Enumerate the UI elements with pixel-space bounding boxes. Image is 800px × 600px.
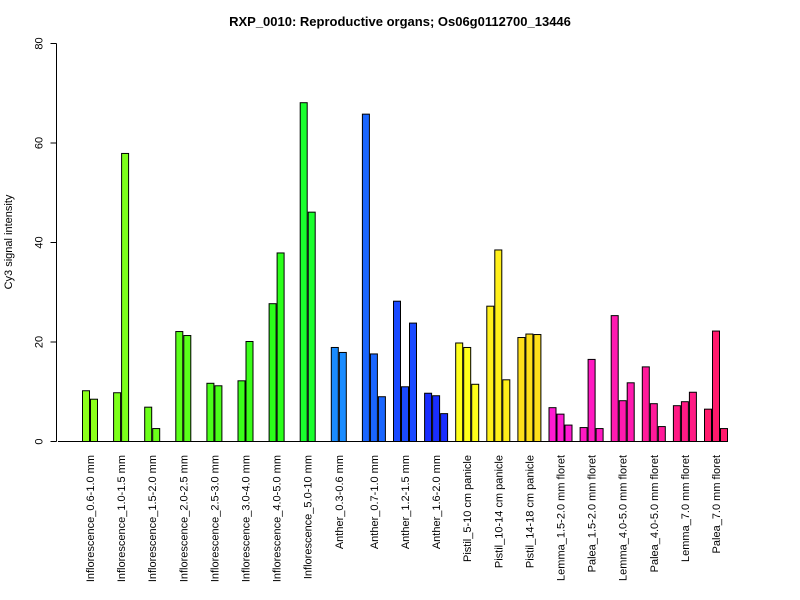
bar [409, 322, 417, 442]
bar [144, 406, 153, 442]
y-tick-label: 60 [34, 137, 46, 149]
x-tick-label: Palea_4.0-5.0 mm floret [649, 455, 661, 572]
bar [377, 396, 386, 443]
bar [533, 334, 542, 443]
x-tick-label: Anther_0.3-0.6 mm [334, 455, 346, 549]
bar [245, 341, 254, 442]
bar [657, 426, 666, 443]
bar [486, 305, 495, 442]
bar [587, 358, 596, 443]
bar [626, 382, 635, 443]
x-tick-label: Anther_1.2-1.5 mm [400, 455, 412, 549]
x-axis-labels: Inflorescence_0.6-1.0 mm Inflorescence_1.… [85, 455, 723, 582]
bar [183, 335, 192, 442]
bar [556, 413, 565, 443]
x-tick-label: Anther_1.6-2.0 mm [431, 455, 443, 549]
bar [214, 385, 223, 442]
bar [548, 407, 557, 443]
bar [175, 331, 184, 442]
bar [564, 424, 573, 442]
x-tick-label: Inflorescence_1.5-2.0 mm [147, 455, 159, 582]
bar [237, 380, 246, 442]
bar [424, 392, 433, 442]
bar [502, 379, 511, 442]
bar [90, 398, 98, 442]
bar [712, 330, 720, 442]
x-tick-label: Pistil_10-14 cm panicle [493, 455, 505, 568]
bar [307, 211, 316, 442]
bar [610, 315, 619, 443]
bar [649, 403, 658, 443]
bar [206, 382, 215, 443]
bars-group [82, 102, 728, 443]
bar [393, 300, 401, 442]
y-axis-label: Cy3 signal intensity [3, 194, 15, 289]
bar [517, 337, 526, 442]
bar [330, 346, 339, 442]
bar [369, 353, 378, 442]
bar [720, 428, 728, 443]
x-tick-label: Anther_0.7-1.0 mm [369, 455, 381, 549]
y-tick-label: 20 [34, 336, 46, 348]
bar [268, 303, 277, 442]
x-tick-label: Inflorescence_2.5-3.0 mm [209, 455, 221, 582]
bar [401, 386, 409, 442]
x-tick-label: Pistil_14-18 cm panicle [524, 455, 536, 568]
bar [440, 413, 449, 443]
bar [432, 395, 441, 443]
bar [299, 102, 308, 442]
bar [494, 249, 503, 442]
x-tick-label: Inflorescence_1.0-1.5 mm [116, 455, 128, 582]
bar [641, 366, 650, 442]
bar [704, 408, 712, 443]
bar [82, 390, 90, 443]
x-tick-label: Palea_1.5-2.0 mm floret [587, 455, 599, 572]
bar [688, 391, 697, 442]
bar [463, 346, 472, 442]
x-tick-label: Palea_7.0 mm floret [711, 455, 723, 553]
bar [113, 392, 122, 442]
y-tick-label: 80 [34, 37, 46, 49]
chart-title: RXP_0010: Reproductive organs; Os06g0112… [229, 14, 571, 29]
bar [121, 152, 130, 442]
bar [680, 401, 689, 443]
x-tick-label: Pistil_5-10 cm panicle [462, 455, 474, 562]
y-tick-label: 40 [34, 236, 46, 248]
x-tick-label: Inflorescence_4.0-5.0 mm [272, 455, 284, 582]
bar [672, 405, 681, 442]
x-tick-label: Lemma_7.0 mm floret [680, 455, 692, 562]
bar [152, 428, 161, 443]
bar [579, 427, 588, 443]
bar [471, 383, 480, 443]
bar [338, 351, 347, 443]
x-tick-label: Lemma_4.0-5.0 mm floret [618, 455, 630, 581]
y-tick-label: 0 [34, 438, 46, 444]
bar [618, 400, 627, 442]
bar [455, 342, 464, 442]
x-tick-label: Inflorescence_0.6-1.0 mm [85, 455, 97, 582]
bar [361, 113, 370, 443]
bar [525, 333, 534, 443]
x-tick-label: Inflorescence_2.0-2.5 mm [178, 455, 190, 582]
x-tick-label: Inflorescence_5.0-10 mm [303, 455, 315, 579]
bar [595, 428, 604, 443]
x-tick-label: Inflorescence_3.0-4.0 mm [241, 455, 253, 582]
x-tick-label: Lemma_1.5-2.0 mm floret [556, 455, 568, 581]
y-axis: 0 20 40 60 80 [34, 37, 57, 445]
bar [276, 252, 285, 442]
